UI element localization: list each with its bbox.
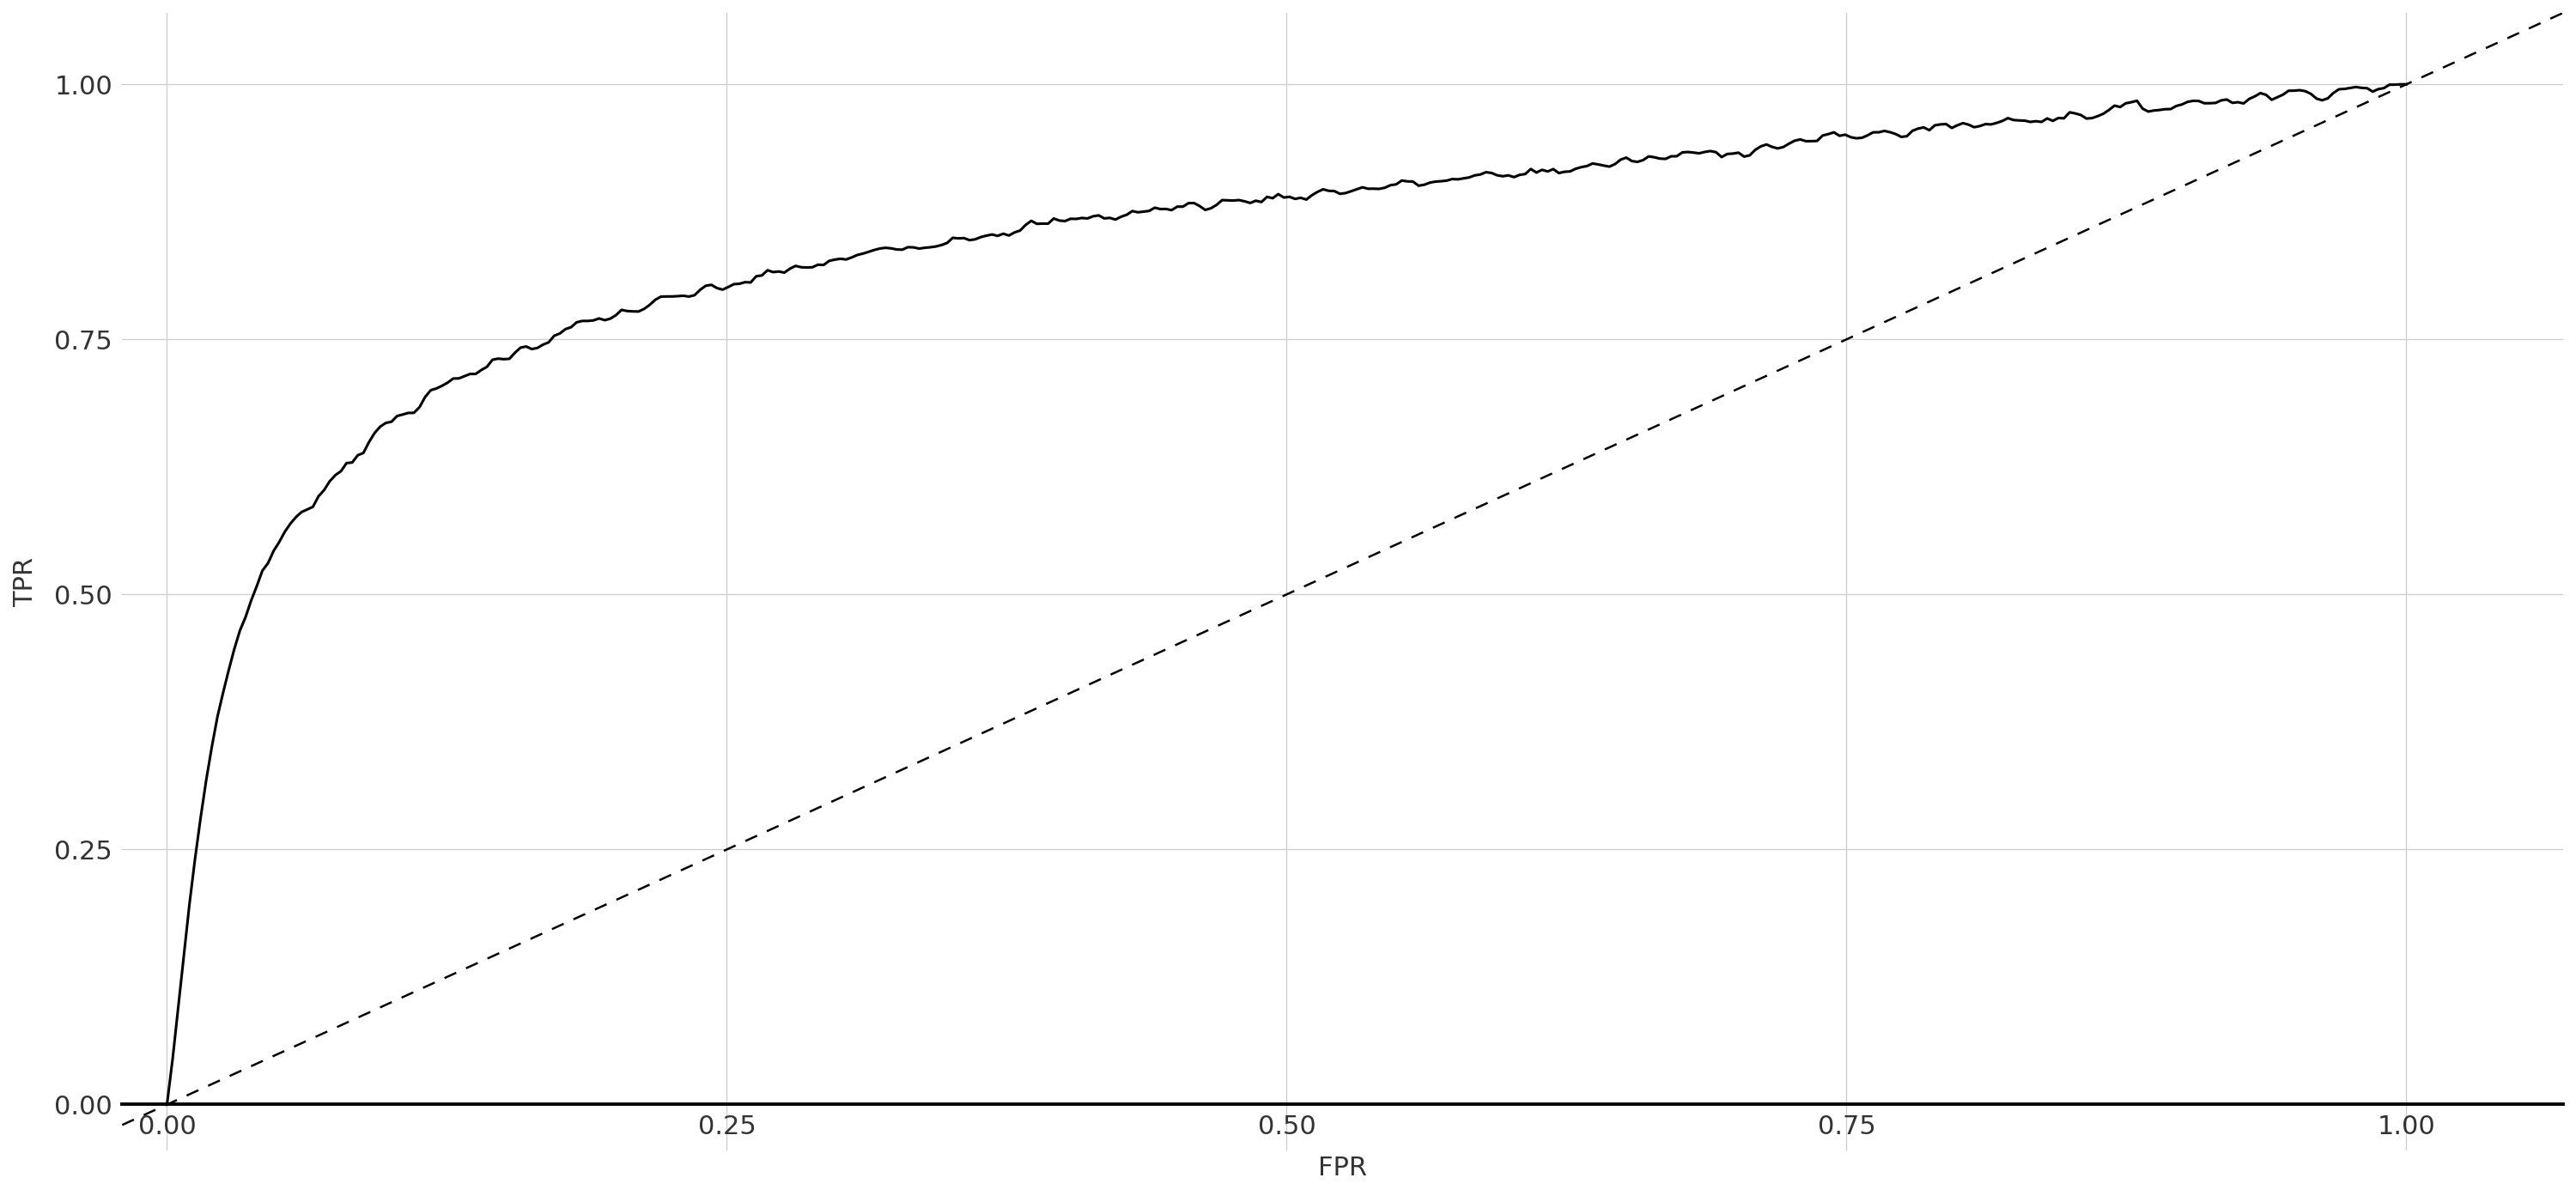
- Y-axis label: TPR: TPR: [13, 557, 39, 607]
- X-axis label: FPR: FPR: [1319, 1155, 1368, 1180]
